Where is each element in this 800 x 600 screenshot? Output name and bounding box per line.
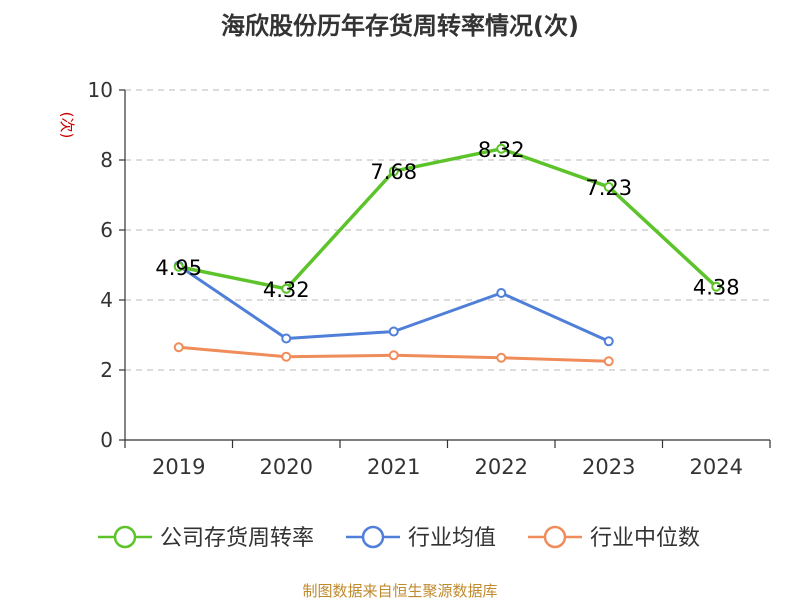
data-labels: 4.95 4.32 7.68 8.32 7.23 4.38 [155,138,739,302]
data-point [388,326,399,337]
y-tick-label: 4 [100,288,113,312]
data-label: 4.32 [263,278,310,302]
y-tick-label: 6 [100,218,113,242]
y-tick-label: 8 [100,148,113,172]
x-tick-label: 2024 [690,455,743,479]
x-tick-label: 2023 [582,455,635,479]
x-tick-label: 2019 [152,455,205,479]
data-point [281,351,292,362]
series-line [178,147,718,291]
x-tick-label: 2021 [367,455,420,479]
x-tick-label: 2022 [475,455,528,479]
legend-marker [361,525,385,549]
legend-item[interactable]: 行业中位数 [528,525,700,551]
series-lines [173,143,722,367]
legend-label: 公司存货周转率 [160,526,314,551]
data-label: 7.68 [370,160,417,184]
data-point [281,333,292,344]
data-point [388,166,399,177]
y-axis-label: (次) [58,112,76,139]
legend-marker [113,525,137,549]
data-point [388,350,399,361]
x-tick-label: 2020 [260,455,313,479]
data-point [603,336,614,347]
source-note: 制图数据来自恒生聚源数据库 [302,582,497,600]
data-label: 4.38 [693,276,740,300]
data-point [496,288,507,298]
data-point [603,181,614,192]
y-tick-label: 10 [88,78,113,102]
data-point [281,283,292,294]
gridlines [125,89,770,371]
legend[interactable]: 公司存货周转率 行业均值 行业中位数 [98,525,700,551]
data-label: 8.32 [478,138,525,162]
data-point [496,143,507,154]
legend-item[interactable]: 公司存货周转率 [98,525,314,551]
data-point [173,261,184,272]
chart-title: 海欣股份历年存货周转率情况(次) [221,12,579,40]
data-point [603,356,614,367]
axes: 0 2 4 6 8 10 2019 2020 2021 2022 2023 2024 [88,78,771,479]
y-tick-label: 2 [100,358,113,382]
legend-item[interactable]: 行业均值 [346,525,496,551]
legend-label: 行业中位数 [590,526,700,551]
legend-marker [543,525,567,549]
y-tick-label: 0 [100,428,113,452]
data-label: 4.95 [155,256,202,280]
data-point [173,342,184,353]
data-label: 7.23 [585,176,632,200]
data-point [711,281,722,292]
data-point [496,352,507,363]
legend-label: 行业均值 [408,526,496,551]
